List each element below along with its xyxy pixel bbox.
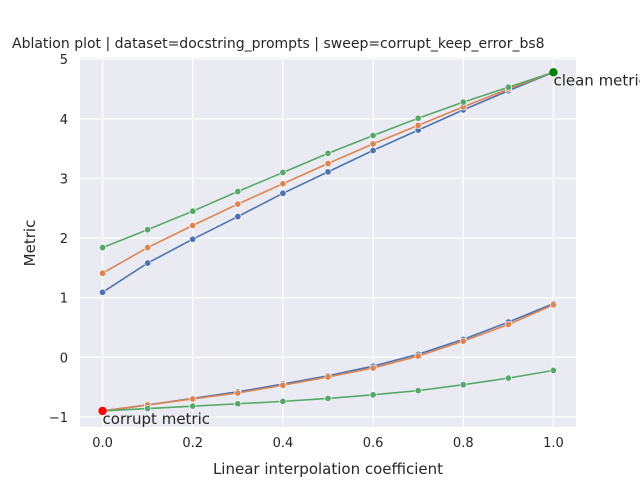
data-point xyxy=(189,207,197,215)
y-axis-label: Metric xyxy=(21,220,39,267)
data-point xyxy=(189,402,197,410)
x-tick-label: 0.8 xyxy=(453,436,474,451)
data-point xyxy=(459,381,467,389)
data-point xyxy=(504,374,512,382)
data-point xyxy=(414,121,422,129)
data-point xyxy=(369,391,377,399)
y-tick-label: 1 xyxy=(60,292,68,307)
data-point xyxy=(144,259,152,267)
y-tick-label: 4 xyxy=(60,113,68,128)
annotation-labels: clean metric corrupt metric xyxy=(103,71,640,428)
data-point xyxy=(324,149,332,157)
data-point xyxy=(324,160,332,168)
data-point xyxy=(189,235,197,243)
y-tick-labels: −1 0 1 2 3 4 5 xyxy=(49,53,68,426)
data-point xyxy=(144,405,152,413)
data-point xyxy=(279,189,287,197)
annotation-label: clean metric xyxy=(553,71,640,89)
data-point xyxy=(324,373,332,381)
data-point xyxy=(99,244,107,252)
data-point xyxy=(369,140,377,148)
data-point xyxy=(279,180,287,188)
data-point xyxy=(189,222,197,230)
data-point xyxy=(414,387,422,395)
plot-background xyxy=(80,58,576,427)
x-tick-label: 0.0 xyxy=(92,436,113,451)
data-point xyxy=(234,200,242,208)
data-point xyxy=(144,226,152,234)
data-point xyxy=(459,98,467,106)
data-point xyxy=(234,188,242,196)
y-tick-label: 5 xyxy=(60,53,68,68)
y-tick-label: −1 xyxy=(49,411,68,426)
data-point xyxy=(459,337,467,345)
data-point xyxy=(324,394,332,402)
data-point xyxy=(279,168,287,176)
data-point xyxy=(99,269,107,277)
x-axis-label: Linear interpolation coefficient xyxy=(213,460,443,478)
grid xyxy=(80,58,576,427)
annotation-marker xyxy=(98,406,107,416)
y-tick-label: 2 xyxy=(60,232,68,247)
data-point xyxy=(99,288,107,296)
data-point xyxy=(144,244,152,252)
data-point xyxy=(369,131,377,139)
data-point xyxy=(549,301,557,309)
data-point xyxy=(369,364,377,372)
annotation-marker xyxy=(549,68,558,77)
chart-title: Ablation plot | dataset=docstring_prompt… xyxy=(12,36,545,52)
y-tick-label: 0 xyxy=(60,351,68,366)
data-point xyxy=(234,400,242,408)
x-tick-label: 0.4 xyxy=(273,436,294,451)
x-tick-label: 0.6 xyxy=(363,436,384,451)
data-point xyxy=(279,397,287,405)
annotation-markers xyxy=(98,68,558,416)
data-point xyxy=(324,168,332,176)
data-point xyxy=(189,395,197,403)
data-point xyxy=(234,389,242,397)
y-tick-label: 3 xyxy=(60,172,68,187)
data-point xyxy=(504,320,512,328)
data-point xyxy=(279,381,287,389)
data-point xyxy=(414,114,422,122)
data-point xyxy=(234,213,242,221)
data-point xyxy=(369,146,377,154)
x-tick-label: 1.0 xyxy=(543,436,564,451)
data-point xyxy=(504,83,512,91)
annotation-label: corrupt metric xyxy=(103,410,210,428)
x-tick-label: 0.2 xyxy=(182,436,203,451)
data-point xyxy=(414,352,422,360)
x-tick-labels: 0.0 0.2 0.4 0.6 0.8 1.0 xyxy=(92,436,564,451)
data-point xyxy=(549,366,557,374)
